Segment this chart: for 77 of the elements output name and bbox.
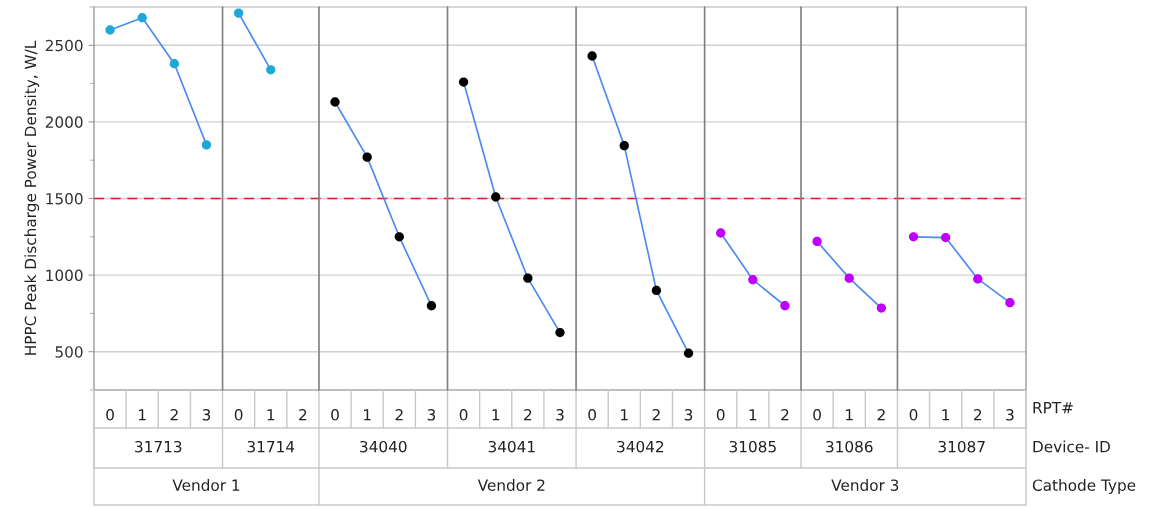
x-tick-label: 1 (139, 409, 146, 421)
x-tick-label: 3 (1006, 409, 1014, 421)
point (362, 152, 372, 162)
x-tick-label: 3 (556, 409, 564, 421)
x-tick-label: 2 (524, 409, 532, 421)
x-tick-label: 1 (621, 409, 628, 421)
point (941, 232, 951, 243)
y-tick-label: 2500 (45, 39, 83, 52)
point (651, 285, 662, 296)
x-tick-label: 2 (877, 409, 885, 421)
x-tick-label: 1 (846, 409, 853, 421)
y-axis-title: HPPC Peak Discharge Power Density, W/L (24, 40, 40, 355)
x-tick-label: 1 (492, 409, 500, 421)
point (716, 228, 726, 238)
x-tick-label: 1 (942, 409, 950, 421)
point (812, 236, 822, 247)
text: 31713 (135, 440, 182, 453)
point (458, 77, 469, 87)
point (137, 13, 147, 23)
text: 34042 (617, 440, 664, 453)
point (748, 275, 758, 285)
x-tick-label: 2 (781, 409, 789, 421)
point (619, 140, 629, 151)
x-axis-title: RPT# (1033, 402, 1073, 414)
x-tick-label: 3 (202, 409, 211, 421)
point (169, 59, 179, 69)
x-tick-label: 0 (716, 409, 725, 421)
point (1005, 298, 1015, 308)
point (555, 327, 565, 338)
point (908, 232, 919, 242)
text: Vendor 1 (172, 479, 240, 491)
x-tick-label: 2 (170, 409, 178, 421)
x-tick-label: 1 (749, 409, 757, 421)
text: 31086 (826, 440, 873, 453)
point (587, 51, 597, 61)
text: 31714 (247, 440, 295, 453)
point (491, 192, 501, 202)
text: 31087 (938, 440, 985, 453)
point (394, 232, 404, 242)
x-tick-label: 2 (299, 409, 307, 421)
point (266, 65, 276, 75)
text: Vendor 3 (831, 479, 899, 491)
x-tick-label: 1 (267, 409, 275, 421)
text: 34041 (488, 440, 535, 453)
point (876, 303, 887, 313)
x-tick-label: 0 (234, 409, 243, 421)
point (844, 273, 854, 283)
x-tick-label: 0 (459, 409, 468, 421)
x-tick-label: 0 (909, 409, 918, 421)
point (330, 97, 340, 107)
y-tick-label: 2000 (45, 116, 83, 128)
y-tick-label: 500 (55, 346, 83, 358)
x-tick-label: 0 (588, 409, 596, 421)
x-tick-label: 2 (395, 409, 403, 421)
point (201, 140, 212, 150)
point (973, 274, 983, 284)
point (523, 273, 533, 283)
y-tick-label: 1000 (46, 269, 83, 282)
x-tick-label: 0 (331, 409, 339, 421)
x-tick-label: 2 (652, 409, 660, 421)
x-tick-label: 3 (684, 409, 693, 421)
text: Device- ID (1033, 440, 1110, 453)
text: 34040 (360, 440, 407, 453)
text: Vendor 2 (477, 479, 545, 491)
x-tick-label: 3 (427, 409, 436, 421)
text: Cathode Type (1032, 479, 1136, 494)
point (683, 348, 694, 358)
x-tick-label: 0 (106, 409, 114, 421)
x-tick-label: 2 (974, 409, 982, 421)
point (426, 301, 437, 311)
text: 31085 (729, 440, 776, 453)
x-tick-label: 1 (363, 409, 371, 421)
y-tick-label: 1500 (46, 192, 83, 205)
point (105, 25, 115, 35)
x-tick-label: 0 (813, 409, 821, 421)
point (233, 8, 244, 18)
point (780, 301, 790, 311)
